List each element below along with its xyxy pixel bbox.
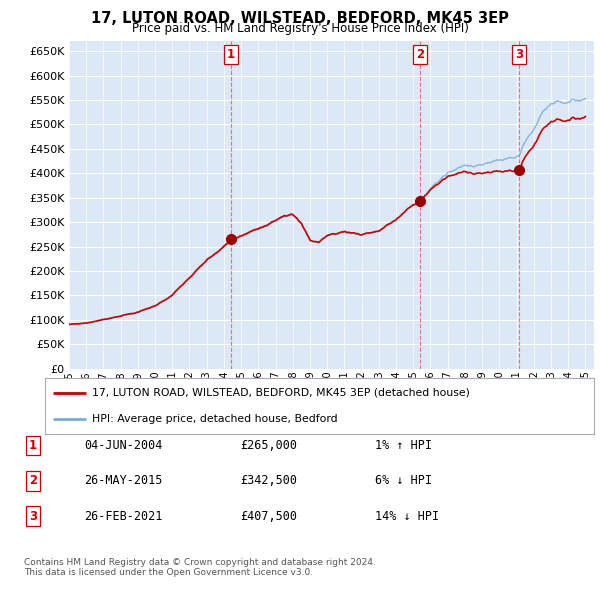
Text: 2: 2 — [29, 474, 37, 487]
Text: Price paid vs. HM Land Registry's House Price Index (HPI): Price paid vs. HM Land Registry's House … — [131, 22, 469, 35]
Text: £407,500: £407,500 — [240, 510, 297, 523]
Text: £265,000: £265,000 — [240, 439, 297, 452]
Text: 3: 3 — [29, 510, 37, 523]
Text: 3: 3 — [515, 48, 523, 61]
Text: 1: 1 — [227, 48, 235, 61]
Text: 17, LUTON ROAD, WILSTEAD, BEDFORD, MK45 3EP (detached house): 17, LUTON ROAD, WILSTEAD, BEDFORD, MK45 … — [92, 388, 470, 398]
Text: Contains HM Land Registry data © Crown copyright and database right 2024.
This d: Contains HM Land Registry data © Crown c… — [24, 558, 376, 577]
Text: 26-MAY-2015: 26-MAY-2015 — [84, 474, 163, 487]
Text: £342,500: £342,500 — [240, 474, 297, 487]
Text: 04-JUN-2004: 04-JUN-2004 — [84, 439, 163, 452]
Text: HPI: Average price, detached house, Bedford: HPI: Average price, detached house, Bedf… — [92, 414, 337, 424]
Text: 26-FEB-2021: 26-FEB-2021 — [84, 510, 163, 523]
Text: 6% ↓ HPI: 6% ↓ HPI — [375, 474, 432, 487]
Text: 2: 2 — [416, 48, 424, 61]
Text: 1% ↑ HPI: 1% ↑ HPI — [375, 439, 432, 452]
Text: 1: 1 — [29, 439, 37, 452]
Text: 14% ↓ HPI: 14% ↓ HPI — [375, 510, 439, 523]
Text: 17, LUTON ROAD, WILSTEAD, BEDFORD, MK45 3EP: 17, LUTON ROAD, WILSTEAD, BEDFORD, MK45 … — [91, 11, 509, 25]
